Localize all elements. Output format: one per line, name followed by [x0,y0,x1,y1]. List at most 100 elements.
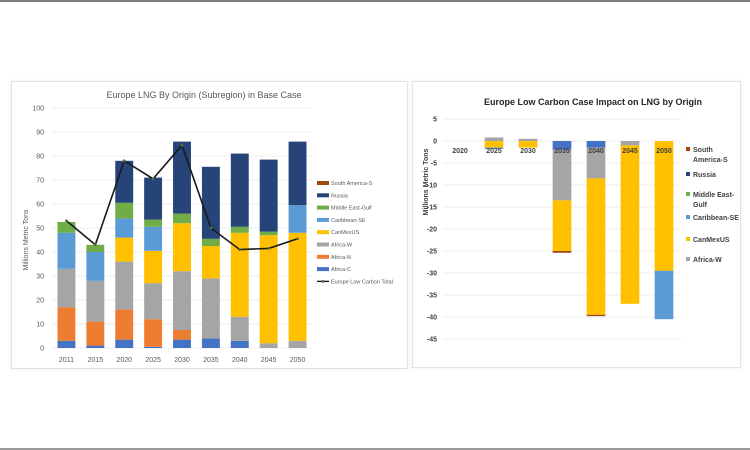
x-tick-label: 2035 [554,148,570,155]
x-tick-label: 2020 [452,148,468,155]
legend-label: CanMexUS [331,230,359,236]
x-tick-label: 2025 [145,357,161,364]
legend-swatch [686,257,690,261]
legend-label: Africa-N [331,255,351,261]
bar-segment-africa-w [620,141,640,146]
bar-segment-canmexus [259,235,278,344]
bar-segment-south-america-s [552,251,572,253]
base-case-chart-panel: Europe LNG By Origin (Subregion) in Base… [11,81,408,369]
bar-segment-russia [288,141,307,206]
x-tick-label: 2011 [59,357,74,364]
line-point [180,143,184,147]
line-point [238,248,242,252]
legend-swatch [686,192,690,196]
y-axis-label: Millions Metric Tons [423,149,430,216]
x-tick-label: 2050 [290,357,306,364]
legend-label: CanMexUS [693,237,730,244]
x-tick-label: 2045 [622,148,638,155]
line-point [122,159,126,163]
x-tick-label: 2020 [116,357,132,364]
legend-label: Africa-W [331,243,353,249]
low-carbon-impact-chart: Europe Low Carbon Case Impact on LNG by … [423,97,739,344]
bar-segment-middle-east-gulf [230,226,249,233]
x-tick-label: 2040 [588,148,604,155]
line-point [93,243,97,247]
x-tick-label: 2035 [203,357,219,364]
legend-label: Russia [693,172,716,179]
y-tick-label: -10 [427,183,437,190]
bar-segment-africa-n [173,330,191,340]
x-tick-label: 2050 [656,148,672,155]
y-tick-label: 0 [40,346,44,353]
y-tick-label: 10 [36,322,44,329]
y-tick-label: 70 [36,178,44,185]
bar-segment-africa-n [57,307,76,341]
bar-segment-africa-c [201,338,220,348]
legend-swatch [317,230,329,235]
bar-segment-africa-w [173,271,191,330]
bar-segment-africa-w [57,268,76,308]
bar-segment-canmexus [115,237,134,262]
bar-segment-middle-east-gulf [259,231,278,236]
bar-segment-russia [230,153,249,227]
low-carbon-impact-chart-panel: Europe Low Carbon Case Impact on LNG by … [412,81,741,368]
bar-segment-russia [259,159,278,232]
bar-segment-africa-w [518,138,538,141]
y-tick-label: -20 [427,227,437,234]
x-tick-label: 2015 [88,357,104,364]
y-tick-label: 100 [32,106,44,113]
bar-segment-russia [144,177,163,220]
bar-segment-russia [115,160,134,203]
bar-segment-africa-w [86,280,105,322]
bar-segment-africa-c [230,340,249,348]
y-tick-label: 80 [36,154,44,161]
y-tick-label: 20 [36,298,44,305]
bar-segment-caribbean-se [86,252,105,281]
legend-swatch [686,172,690,176]
y-tick-label: -15 [427,205,437,212]
bar-segment-canmexus [586,178,606,315]
y-tick-label: 90 [36,130,44,137]
line-point [209,226,213,230]
legend-swatch [317,254,329,259]
bar-segment-africa-w [552,149,572,201]
bar-segment-africa-w [115,261,134,310]
y-tick-label: 5 [433,117,437,124]
top-border [0,0,750,2]
bar-segment-africa-c [115,339,134,348]
line-point [151,177,155,181]
legend-label: Middle East- [693,192,735,199]
bar-segment-canmexus [288,232,307,341]
bar-segment-russia [201,166,220,239]
legend-label: Russia [331,193,349,199]
legend-swatch [317,217,329,222]
legend-label: South America-S [331,181,373,187]
legend-label: Caribbean-SE [693,215,739,222]
legend-label: Africa-C [331,267,351,273]
bar-segment-africa-w [201,278,220,339]
y-tick-label: -25 [427,249,437,256]
y-tick-label: -30 [427,271,437,278]
bar-segment-canmexus [201,246,220,279]
legend-label: America-S [693,157,728,164]
legend-label: Gulf [693,202,708,209]
bar-segment-africa-c [57,340,76,348]
bar-segment-canmexus [230,232,249,317]
bar-segment-africa-w [586,147,606,179]
x-tick-label: 2040 [232,357,248,364]
y-tick-label: 0 [433,139,437,146]
legend-label: Caribbean-SE [331,218,366,224]
bar-segment-africa-w [259,343,278,348]
bar-segment-middle-east-gulf [201,238,220,246]
x-tick-label: 2045 [261,357,277,364]
y-tick-label: 60 [36,202,44,209]
y-tick-label: 30 [36,274,44,281]
bar-segment-canmexus [518,141,538,148]
bar-segment-africa-w [230,316,249,341]
x-tick-label: 2030 [174,357,190,364]
legend-swatch [317,205,329,210]
chart-title: Europe Low Carbon Case Impact on LNG by … [484,97,702,107]
bar-segment-canmexus [173,223,191,272]
bar-segment-middle-east-gulf [86,244,105,252]
bar-segment-canmexus [654,141,674,271]
